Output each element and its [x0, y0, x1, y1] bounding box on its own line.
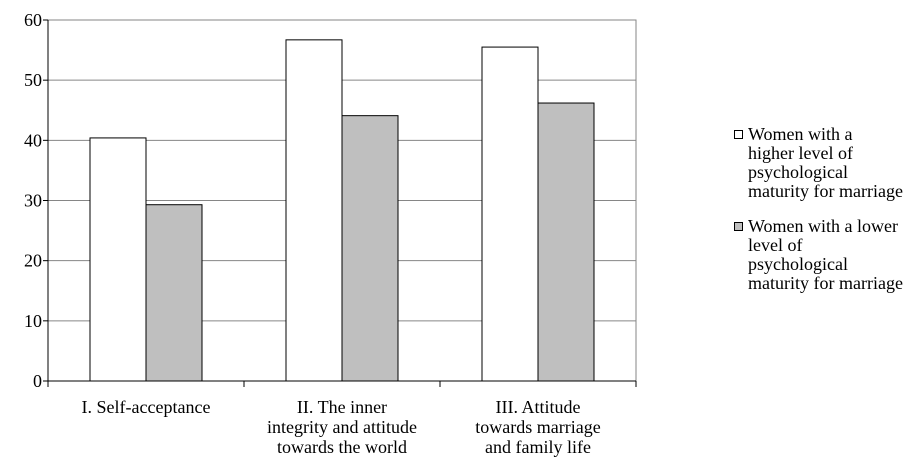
y-tick-label-10: 10	[24, 311, 42, 331]
legend-item-higher-maturity: Women with a higher level of psychologic…	[734, 125, 918, 201]
x-category-label-3-line-3: and family life	[485, 437, 591, 457]
legend-swatch-lower-maturity	[734, 222, 743, 231]
y-tick-label-0: 0	[33, 371, 42, 391]
legend-label-lower-maturity-line-3: psychological	[748, 254, 848, 274]
bar-series-1-category-1	[89, 137, 147, 382]
x-category-label-2-line-1: II. The inner	[297, 397, 387, 417]
legend-label-higher-maturity-line-3: psychological	[748, 162, 848, 182]
legend-label-higher-maturity-line-2: higher level of	[748, 143, 853, 163]
bar-series-1-category-3	[481, 46, 539, 382]
x-category-label-2: II. The inner integrity and attitude towar…	[267, 397, 417, 457]
legend-label-lower-maturity-line-2: level of	[748, 235, 803, 255]
y-tick-label-30: 30	[24, 191, 42, 211]
x-category-label-3: III. Attitude towards marriage and family …	[475, 397, 600, 457]
y-tick-label-60: 60	[24, 10, 42, 30]
y-tick-label-40: 40	[24, 130, 42, 150]
legend-item-lower-maturity: Women with a lower level of psychologica…	[734, 217, 918, 293]
bar-series-2-category-1	[145, 204, 203, 382]
y-tick-label-50: 50	[24, 70, 42, 90]
bar-series-1-category-2	[285, 39, 343, 382]
x-category-label-3-line-2: towards marriage	[475, 417, 600, 437]
legend-label-higher-maturity-line-1: Women with a	[748, 124, 853, 144]
legend-label-lower-maturity-line-1: Women with a lower	[748, 216, 899, 236]
legend: Women with a higher level of psychologic…	[734, 125, 918, 309]
x-category-label-1: I. Self-acceptance	[82, 397, 211, 417]
x-category-label-1-line-1: I. Self-acceptance	[82, 397, 211, 417]
legend-label-higher-maturity-line-4: maturity for marriage	[748, 181, 903, 201]
x-category-label-3-line-1: III. Attitude	[496, 397, 581, 417]
y-tick-label-20: 20	[24, 251, 42, 271]
x-category-label-2-line-2: integrity and attitude	[267, 417, 417, 437]
bar-series-2-category-3	[537, 102, 595, 382]
legend-swatch-higher-maturity	[734, 130, 743, 139]
x-category-label-2-line-3: towards the world	[277, 437, 407, 457]
legend-label-lower-maturity-line-4: maturity for marriage	[748, 273, 903, 293]
bar-series-2-category-2	[341, 115, 399, 382]
